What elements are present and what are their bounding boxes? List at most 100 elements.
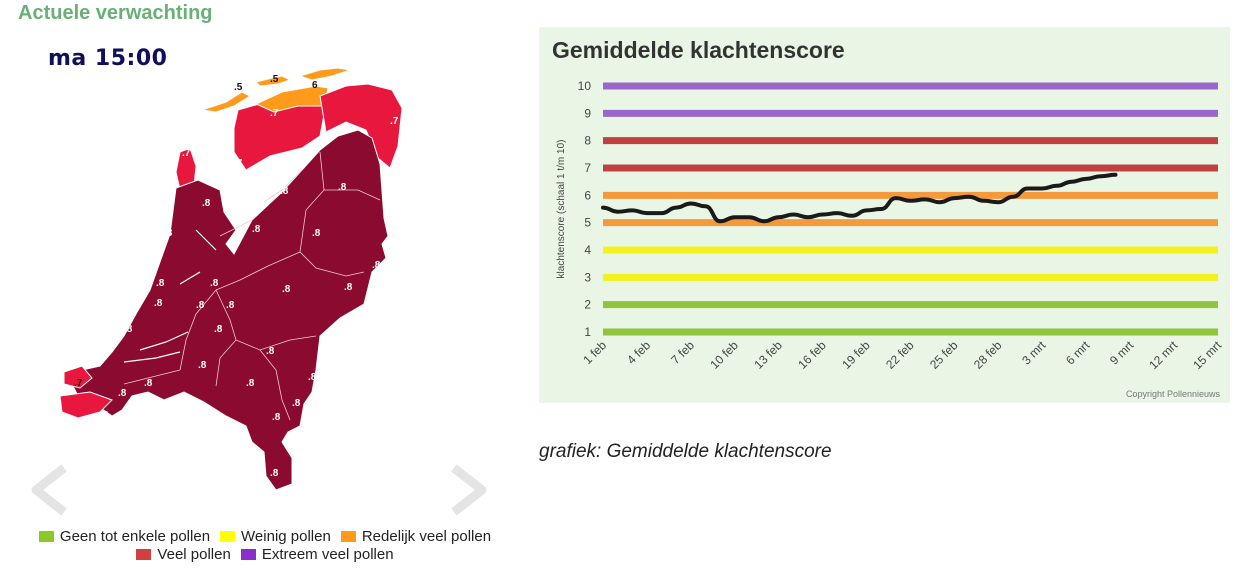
series-point — [734, 216, 736, 218]
series-point — [660, 212, 663, 214]
x-tick-label: 10 feb — [707, 338, 741, 372]
legend-swatch — [340, 530, 356, 542]
legend-row: Veel pollen Extreem veel pollen — [20, 545, 510, 563]
series-point — [997, 201, 999, 203]
series-point — [1056, 185, 1058, 187]
series-point — [1114, 174, 1117, 176]
legend-item-veel: Veel pollen — [136, 545, 231, 563]
x-tick-label: 19 feb — [839, 338, 873, 372]
legend-label: Geen tot enkele pollen — [59, 527, 211, 545]
region-label: .5 — [234, 82, 243, 93]
region-label: .8 — [210, 278, 219, 289]
region-label: .8 — [246, 378, 255, 389]
region-label: .9 — [342, 124, 351, 135]
map-region-zeeland-west — [63, 365, 93, 389]
map-legend: Geen tot enkele pollen Weinig pollen Red… — [20, 527, 510, 563]
series-point — [617, 211, 619, 213]
legend-item-redelijk: Redelijk veel pollen — [340, 527, 492, 545]
region-label: .8 — [100, 410, 109, 421]
region-label: .8 — [202, 198, 211, 209]
map-region-zeeland-south — [59, 391, 113, 419]
region-label: .7 — [270, 108, 279, 119]
series-point — [968, 196, 970, 198]
series-point — [807, 216, 809, 218]
series-point — [602, 207, 604, 209]
x-tick-label: 3 mrt — [1019, 338, 1049, 368]
x-tick-label: 12 mrt — [1146, 338, 1180, 372]
y-tick-label: 10 — [578, 79, 592, 93]
legend-label: Extreem veel pollen — [261, 545, 394, 563]
region-label: .8 — [226, 300, 235, 311]
region-label: .8 — [196, 300, 205, 311]
series-point — [909, 200, 912, 202]
region-label: .7 — [390, 116, 399, 127]
x-tick-label: 22 feb — [883, 338, 917, 372]
map-region-wadden-mid — [255, 75, 292, 87]
chevron-left-icon[interactable] — [26, 464, 70, 516]
series-point — [895, 197, 897, 199]
series-line — [601, 172, 1118, 224]
y-tick-label: 9 — [584, 106, 591, 120]
series-point — [1041, 187, 1043, 190]
map-waterways — [123, 229, 217, 363]
region-label: .8 — [372, 260, 381, 271]
map-region-groningen — [319, 83, 403, 169]
legend-swatch — [240, 548, 256, 560]
region-label: .8 — [308, 372, 317, 383]
series-point — [675, 207, 677, 209]
x-tick-label: 6 mrt — [1063, 338, 1093, 368]
x-tick-label: 28 feb — [971, 338, 1005, 372]
map-time-label: ma 15:00 — [48, 46, 168, 71]
series-point — [763, 220, 765, 222]
region-label: .8 — [118, 388, 127, 399]
legend-label: Redelijk veel pollen — [361, 527, 492, 545]
x-tick-label: 7 feb — [668, 338, 697, 367]
region-label: .8 — [272, 412, 281, 423]
series-point — [1027, 187, 1029, 190]
region-label: .8 — [282, 284, 291, 295]
series-point — [865, 209, 868, 211]
map-region-wadden-east — [298, 67, 351, 81]
section-title: Actuele verwachting — [18, 2, 213, 24]
region-labels: .5 .5 6 .7 .7 .9 .7 .7 .8 .8 .8 .8 .8 .8… — [74, 74, 399, 479]
series-point — [1100, 175, 1102, 177]
x-tick-label: 16 feb — [795, 338, 829, 372]
region-label: .8 — [280, 186, 289, 197]
chart-caption: grafiek: Gemiddelde klachtenscore — [539, 441, 832, 462]
series-point — [1070, 181, 1073, 183]
y-tick-label: 5 — [584, 216, 591, 230]
y-tick-label: 3 — [584, 270, 591, 284]
x-tick-label: 15 mrt — [1190, 338, 1224, 372]
legend-label: Weinig pollen — [241, 527, 331, 545]
chevron-right-icon[interactable] — [448, 464, 492, 516]
series-point — [690, 202, 692, 205]
series-point — [1085, 178, 1087, 180]
y-tick-label: 1 — [584, 325, 591, 339]
series-point — [924, 198, 926, 201]
series-point — [822, 213, 824, 216]
y-tick-label: 7 — [584, 161, 591, 175]
klachtenscore-chart: 1 2 3 4 5 6 7 8 9 10 klachtenscore (schaal 1 t/m 1… — [556, 79, 1225, 372]
pollen-map-panel: .5 .5 6 .7 .7 .9 .7 .7 .8 .8 .8 .8 .8 .8… — [20, 40, 500, 516]
y-tick-label: 6 — [584, 188, 591, 202]
region-label: .8 — [266, 346, 275, 357]
region-label: .8 — [124, 324, 133, 335]
region-label: .8 — [126, 296, 135, 307]
chart-panel: Gemiddelde klachtenscore 1 2 3 4 5 6 7 8 9 10 klac… — [539, 27, 1230, 403]
y-tick-label: 4 — [584, 243, 591, 257]
netherlands-map: .5 .5 6 .7 .7 .9 .7 .7 .8 .8 .8 .8 .8 .8… — [59, 67, 403, 491]
series-point — [1012, 196, 1014, 198]
legend-label: Veel pollen — [157, 545, 231, 563]
region-label: .8 — [164, 228, 173, 239]
series-point — [748, 216, 751, 218]
map-region-wadden-west — [201, 91, 252, 113]
region-label: .8 — [154, 298, 163, 309]
region-label: .8 — [200, 430, 209, 441]
legend-item-weinig: Weinig pollen — [220, 528, 331, 545]
legend-swatch — [220, 530, 236, 542]
series-point — [646, 212, 648, 214]
series-point — [704, 205, 707, 207]
legend-item-geen: Geen tot enkele pollen — [38, 527, 211, 545]
y-tick-label: 8 — [584, 134, 591, 148]
region-label: .8 — [144, 378, 153, 389]
